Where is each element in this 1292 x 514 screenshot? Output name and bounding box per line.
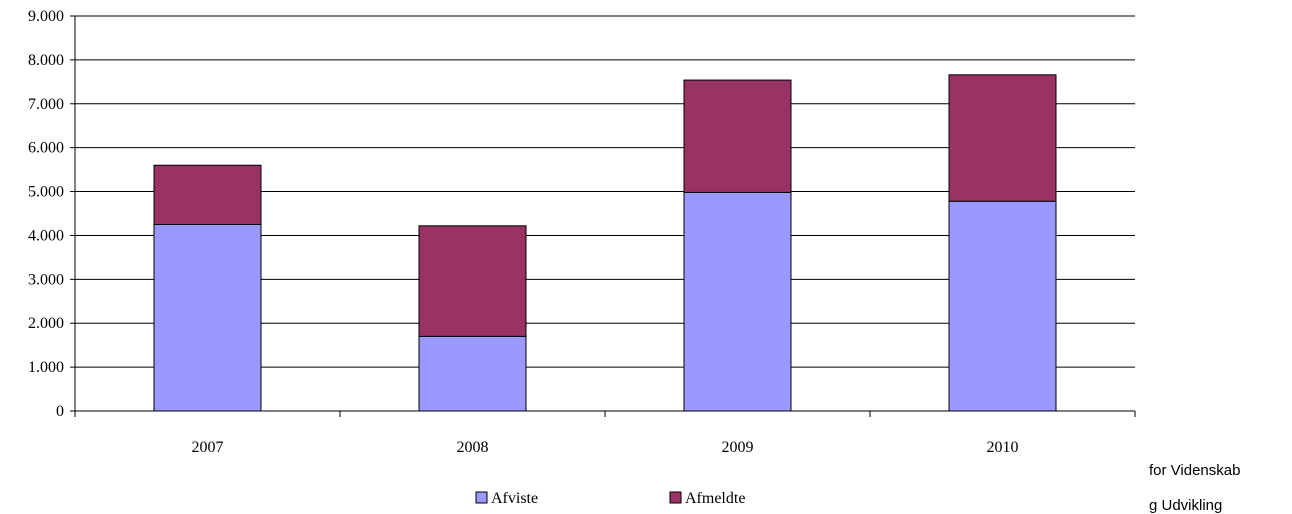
legend-label-afmeldte: Afmeldte bbox=[685, 490, 745, 507]
legend-swatch-afmeldte bbox=[669, 491, 682, 504]
x-tick-label: 2010 bbox=[987, 439, 1019, 456]
side-text-line1: for Videnskab bbox=[1149, 462, 1241, 479]
y-tick-label: 3.000 bbox=[28, 271, 64, 288]
y-tick-label: 4.000 bbox=[28, 227, 64, 244]
y-tick-label: 8.000 bbox=[28, 52, 64, 69]
y-tick-label: 6.000 bbox=[28, 140, 64, 157]
x-tick-label: 2008 bbox=[457, 439, 489, 456]
bar-afmeldte-2007 bbox=[153, 164, 262, 225]
x-tick-label: 2009 bbox=[722, 439, 754, 456]
y-tick-label: 5.000 bbox=[28, 184, 64, 201]
legend: Afviste Afmeldte bbox=[475, 490, 745, 507]
bar-afmeldte-2009 bbox=[683, 79, 792, 193]
legend-label-afviste: Afviste bbox=[491, 490, 538, 507]
bar-afviste-2007 bbox=[153, 223, 262, 412]
bar-afmeldte-2008 bbox=[418, 225, 527, 337]
side-text-line2: g Udvikling bbox=[1149, 497, 1223, 514]
bar-afmeldte-2010 bbox=[948, 74, 1057, 202]
y-tick-label: 7.000 bbox=[28, 96, 64, 113]
bar-afviste-2008 bbox=[418, 335, 527, 412]
y-tick-label: 0 bbox=[56, 403, 64, 420]
x-axis-ticks: 2007 2008 2009 2010 bbox=[74, 411, 1136, 456]
bars bbox=[153, 74, 1057, 412]
bar-afviste-2009 bbox=[683, 191, 792, 412]
y-tick-label: 2.000 bbox=[28, 315, 64, 332]
y-tick-label: 1.000 bbox=[28, 359, 64, 376]
legend-swatch-afviste bbox=[475, 491, 488, 504]
x-tick-label: 2007 bbox=[192, 439, 224, 456]
y-tick-label: 9.000 bbox=[28, 8, 64, 25]
bar-afviste-2010 bbox=[948, 200, 1057, 412]
y-axis-ticks: 0 1.000 2.000 3.000 4.000 5.000 6.000 7.000 8.00… bbox=[28, 8, 75, 420]
